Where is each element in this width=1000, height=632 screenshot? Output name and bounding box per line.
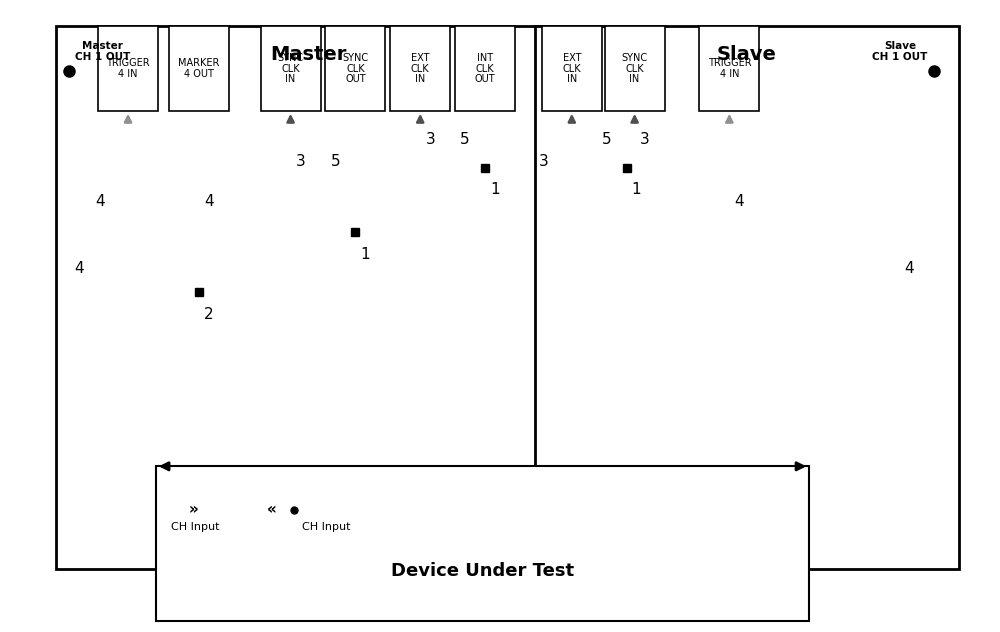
Bar [325,27,385,111]
Text: 2: 2 [204,307,214,322]
Bar [156,466,809,621]
Bar [261,27,321,111]
Bar [455,27,515,111]
Text: 3: 3 [296,154,305,169]
Text: MARKER
4 OUT: MARKER 4 OUT [178,58,220,79]
Text: INT
CLK
OUT: INT CLK OUT [475,53,495,85]
Text: Slave
CH 1 OUT: Slave CH 1 OUT [872,41,928,62]
Bar [390,27,450,111]
Bar [535,27,959,569]
Text: SYNC
CLK
IN: SYNC CLK IN [622,53,648,85]
Text: Master
CH 1 OUT: Master CH 1 OUT [75,41,131,62]
Text: 5: 5 [460,132,470,147]
Text: 3: 3 [425,132,435,147]
Text: 4: 4 [74,261,84,276]
Text: TRIGGER
4 IN: TRIGGER 4 IN [106,58,150,79]
Text: SYNC
CLK
OUT: SYNC CLK OUT [342,53,368,85]
Bar [56,27,560,569]
Text: 1: 1 [490,182,500,197]
Bar [169,27,229,111]
Text: 3: 3 [539,154,549,169]
Text: 5: 5 [331,154,340,169]
Text: CH Input: CH Input [302,523,350,533]
Text: 1: 1 [632,182,641,197]
Text: »: » [189,502,199,517]
Text: 4: 4 [95,194,105,209]
Text: 4: 4 [204,194,214,209]
Text: Slave: Slave [717,45,777,64]
Text: 5: 5 [602,132,612,147]
Bar [699,27,759,111]
Text: Device Under Test: Device Under Test [391,562,574,580]
Text: TRIGGER
4 IN: TRIGGER 4 IN [708,58,751,79]
Text: Master: Master [270,45,346,64]
Text: 3: 3 [640,132,649,147]
Bar [542,27,602,111]
Text: EXT
CLK
IN: EXT CLK IN [411,53,430,85]
Text: 1: 1 [361,246,370,262]
Text: CH Input: CH Input [171,523,219,533]
Text: 4: 4 [735,194,744,209]
Text: EXT
CLK
IN: EXT CLK IN [562,53,581,85]
Bar [98,27,158,111]
Text: 4: 4 [904,261,914,276]
Text: SYNC
CLK
IN: SYNC CLK IN [278,53,304,85]
Text: «: « [267,502,277,517]
Bar [605,27,665,111]
